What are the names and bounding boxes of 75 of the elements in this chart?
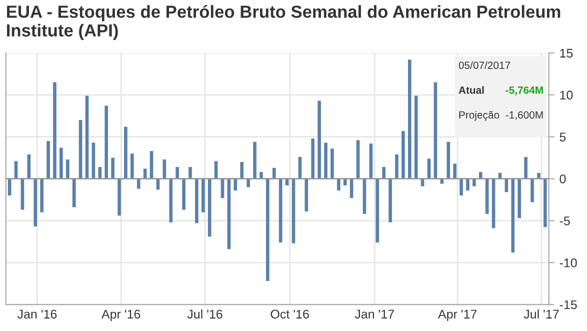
bar (111, 158, 114, 179)
bar (518, 178, 522, 218)
bar (382, 167, 386, 179)
bar (524, 156, 528, 179)
bar (408, 60, 412, 179)
bar (453, 164, 456, 179)
bar (46, 141, 50, 179)
bar (240, 162, 244, 179)
bar (266, 178, 270, 282)
bar (169, 178, 173, 222)
x-tick-label: Apr '16 (102, 310, 140, 322)
bar (272, 168, 276, 179)
bar (118, 178, 121, 216)
x-tick-label: Jul '16 (187, 309, 222, 319)
annotation: -5,764M (506, 86, 543, 96)
bar (324, 142, 328, 179)
bar (104, 106, 108, 179)
bar (434, 82, 438, 179)
bar (343, 178, 347, 186)
bar (337, 178, 340, 190)
annotation: -1,600M (506, 111, 543, 120)
bar (472, 178, 476, 186)
bar (40, 178, 44, 212)
bar (311, 138, 315, 179)
bar (402, 130, 405, 179)
bar (182, 178, 186, 210)
x-tick-label: Jul '17 (524, 309, 559, 319)
bar (460, 178, 463, 196)
x-tick-label: Oct '16 (270, 310, 309, 319)
bar (253, 142, 256, 179)
bar (292, 178, 296, 244)
bar (330, 148, 334, 179)
bar (34, 178, 38, 227)
y-tick-label: 5 (560, 132, 566, 142)
bar (201, 178, 205, 212)
bar (376, 178, 380, 242)
y-tick-label: -5 (560, 216, 570, 226)
chart-title: EUA - Estoques de Petróleo Bruto Semanal do American Petroleum Institute (API) (7, 4, 560, 40)
bar (260, 172, 263, 179)
bar (246, 178, 250, 188)
bar (136, 178, 140, 189)
annotation: Projeção (459, 110, 500, 121)
bar (195, 178, 198, 224)
bar (537, 172, 540, 179)
bar (318, 100, 321, 179)
bar (98, 167, 102, 179)
bar (85, 96, 89, 179)
bar (304, 178, 308, 212)
x-tick-label: Apr '17 (438, 310, 477, 322)
bar (466, 178, 470, 190)
bar (388, 178, 392, 222)
bar (176, 167, 179, 179)
x-tick-label: Jan '16 (17, 310, 57, 319)
y-tick-label: 15 (560, 48, 573, 58)
y-tick-label: -15 (560, 300, 577, 310)
bar (478, 172, 482, 179)
bar (544, 178, 547, 228)
bar (53, 82, 56, 179)
bar (208, 178, 212, 237)
annotation: 05/07/2017 (458, 61, 510, 69)
y-tick-label: 10 (560, 90, 573, 100)
y-tick-label: 0 (560, 174, 566, 184)
bar (66, 159, 70, 179)
bar (414, 96, 418, 179)
y-tick-label: -10 (560, 258, 577, 268)
x-tick-label: Jan '17 (354, 310, 394, 319)
bar (60, 148, 63, 179)
annotation: Atual (458, 86, 484, 94)
bar (511, 178, 515, 253)
bar (188, 167, 192, 179)
bar (530, 178, 534, 202)
bar (446, 142, 450, 179)
bar (124, 126, 128, 179)
bar (130, 154, 134, 179)
bar (395, 154, 398, 179)
